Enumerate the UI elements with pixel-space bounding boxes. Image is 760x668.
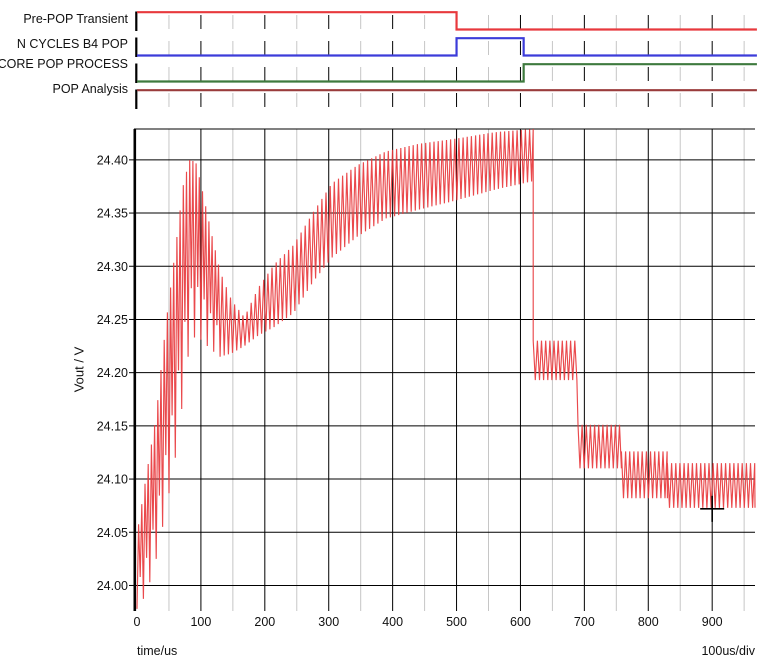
x-tick-label: 500 — [446, 615, 467, 629]
y-tick-label: 24.30 — [97, 260, 128, 274]
x-tick-label: 0 — [134, 615, 141, 629]
y-tick-label: 24.15 — [97, 419, 128, 433]
lane-start-tick — [135, 63, 138, 83]
digital-signal-trace — [137, 63, 757, 83]
vout-trace — [136, 129, 756, 609]
digital-lane — [135, 89, 757, 109]
lane-start-tick — [135, 89, 138, 109]
y-tick-label: 24.35 — [97, 207, 128, 221]
y-tick-label: 24.25 — [97, 313, 128, 327]
x-tick-label: 200 — [254, 615, 275, 629]
x-tick-label: 400 — [382, 615, 403, 629]
measurement-cursor[interactable] — [700, 495, 725, 522]
y-tick-label: 24.00 — [97, 579, 128, 593]
y-tick-label: 24.40 — [97, 153, 128, 167]
y-tick-label: 24.05 — [97, 526, 128, 540]
x-tick-label: 700 — [574, 615, 595, 629]
lane-label-pop-analysis: POP Analysis — [52, 82, 128, 96]
x-axis-title: time/us — [137, 644, 178, 658]
lane-label-core-pop-process: CORE POP PROCESS — [0, 57, 128, 71]
lane-start-tick — [135, 37, 138, 57]
digital-signal-trace — [137, 37, 757, 57]
lane-label-pre-pop-transient: Pre-POP Transient — [23, 12, 128, 26]
lane-start-tick — [135, 11, 138, 31]
y-axis-title: Vout / V — [71, 346, 87, 393]
x-tick-label: 100 — [190, 615, 211, 629]
y-axis-line — [133, 129, 137, 611]
digital-signal-trace — [137, 11, 757, 31]
x-tick-label: 800 — [638, 615, 659, 629]
digital-lane — [135, 63, 757, 83]
x-scale-label: 100us/div — [701, 644, 755, 658]
y-tick-label: 24.10 — [97, 473, 128, 487]
x-tick-label: 600 — [510, 615, 531, 629]
x-tick-label: 300 — [318, 615, 339, 629]
y-tick-label: 24.20 — [97, 366, 128, 380]
digital-lane — [135, 37, 757, 57]
x-tick-label: 900 — [702, 615, 723, 629]
digital-lane — [135, 11, 757, 31]
lane-label-n-cycles-b4-pop: N CYCLES B4 POP — [16, 37, 128, 51]
